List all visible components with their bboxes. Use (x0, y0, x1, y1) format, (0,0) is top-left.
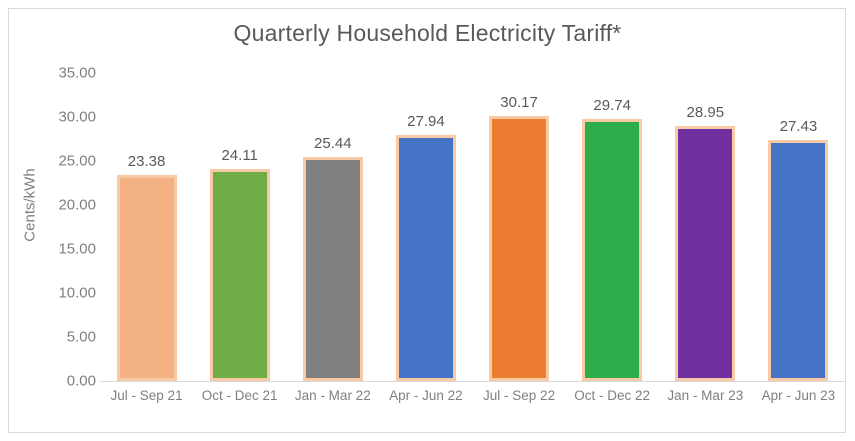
bar-value-label: 23.38 (127, 153, 166, 171)
bar[interactable] (768, 139, 829, 381)
y-axis-tick-label: 35.00 (58, 64, 96, 82)
y-axis-tick-label: 15.00 (58, 240, 96, 258)
x-axis-category-label: Apr - Jun 23 (761, 388, 836, 403)
x-axis-line (100, 381, 845, 382)
bar-value-label: 27.43 (779, 117, 818, 135)
bar-value-label: 29.74 (593, 97, 631, 115)
bar-value-label: 25.44 (314, 135, 352, 153)
bar-slot: 28.95 (663, 73, 747, 381)
y-axis-tick-label: 20.00 (58, 196, 96, 214)
y-axis-tick-label: 0.00 (66, 372, 96, 390)
x-axis-category-labels: Jul - Sep 21 Oct - Dec 21 Jan - Mar 22 Apr … (100, 388, 845, 418)
bar[interactable] (395, 135, 456, 381)
y-axis-tick-label: 5.00 (66, 328, 96, 346)
x-axis-category-label: Jul - Sep 21 (110, 388, 183, 403)
bar[interactable] (116, 175, 177, 381)
bar[interactable] (582, 119, 643, 381)
bar-value-label: 28.95 (686, 104, 725, 122)
x-axis-category-label: Apr - Jun 22 (389, 388, 463, 403)
x-axis-category-label: Oct - Dec 22 (574, 388, 651, 403)
chart-title: Quarterly Household Electricity Tariff* (233, 20, 622, 46)
y-axis-tick-label: 10.00 (58, 284, 96, 302)
bar[interactable] (675, 126, 736, 381)
bar-slot: 27.43 (756, 73, 840, 381)
bar-value-label: 30.17 (500, 93, 538, 111)
y-axis-tick-label: 25.00 (58, 152, 96, 170)
x-axis-category-label: Oct - Dec 21 (201, 388, 278, 403)
plot-area: 23.38 24.11 25.44 27.94 30.17 29.74 28.95 27.43 (100, 73, 845, 381)
bar-slot: 25.44 (291, 73, 375, 381)
bar-slot: 23.38 (105, 73, 189, 381)
y-axis-tick-label: 30.00 (58, 108, 96, 126)
bar-value-label: 24.11 (221, 146, 258, 164)
bar-slot: 27.94 (384, 73, 468, 381)
bar-slot: 29.74 (570, 73, 654, 381)
bar-slot: 24.11 (198, 73, 282, 381)
x-axis-category-label: Jan - Mar 22 (294, 388, 371, 403)
bar[interactable] (209, 168, 270, 381)
y-axis-tick-labels: 0.00 5.00 10.00 15.00 20.00 25.00 30.00 35.00 (0, 0, 96, 441)
x-axis-category-label: Jan - Mar 23 (667, 388, 744, 403)
bar[interactable] (489, 115, 550, 381)
bar-slot: 30.17 (477, 73, 561, 381)
x-axis-category-label: Jul - Sep 22 (483, 388, 556, 403)
bar[interactable] (302, 157, 363, 381)
bar-value-label: 27.94 (407, 113, 445, 131)
